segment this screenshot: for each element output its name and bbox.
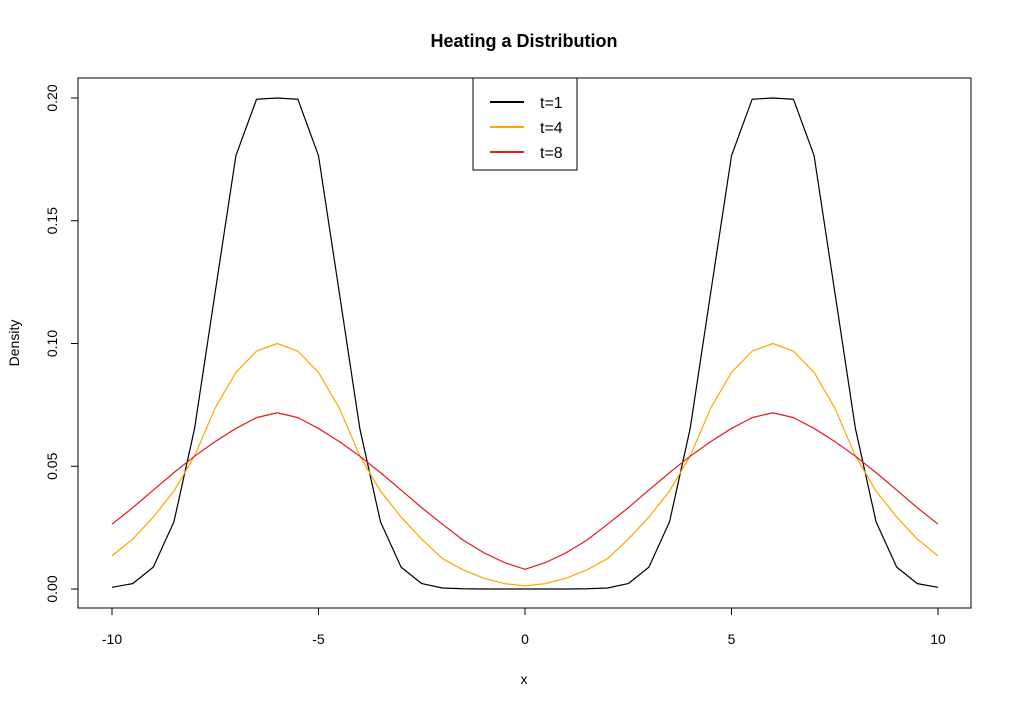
series-line-2: [111, 342, 939, 587]
legend-box: [472, 77, 578, 171]
series-line-1: [111, 97, 939, 590]
legend-label: t=4: [540, 120, 563, 137]
x-axis: -10 -5 0 5 10: [102, 607, 946, 647]
y-axis-label: Density: [6, 320, 22, 367]
y-axis: 0.00 0.05 0.10 0.15 0.20: [44, 84, 79, 603]
x-tick-label: 0: [521, 631, 529, 647]
legend: t=1 t=4 t=8: [472, 77, 578, 171]
y-tick-label: 0.20: [44, 84, 60, 111]
chart-title: Heating a Distribution: [430, 31, 617, 51]
legend-label: t=8: [540, 145, 563, 162]
x-tick-label: 5: [728, 631, 736, 647]
y-tick-label: 0.10: [44, 330, 60, 357]
series-layer: [111, 97, 939, 590]
x-tick-label: 10: [930, 631, 946, 647]
y-tick-label: 0.15: [44, 207, 60, 234]
series-line-3: [111, 412, 939, 570]
x-tick-label: -5: [312, 631, 325, 647]
x-axis-label: x: [521, 671, 528, 687]
legend-label: t=1: [540, 95, 563, 112]
y-tick-label: 0.05: [44, 452, 60, 479]
x-tick-label: -10: [102, 631, 122, 647]
y-tick-label: 0.00: [44, 575, 60, 602]
